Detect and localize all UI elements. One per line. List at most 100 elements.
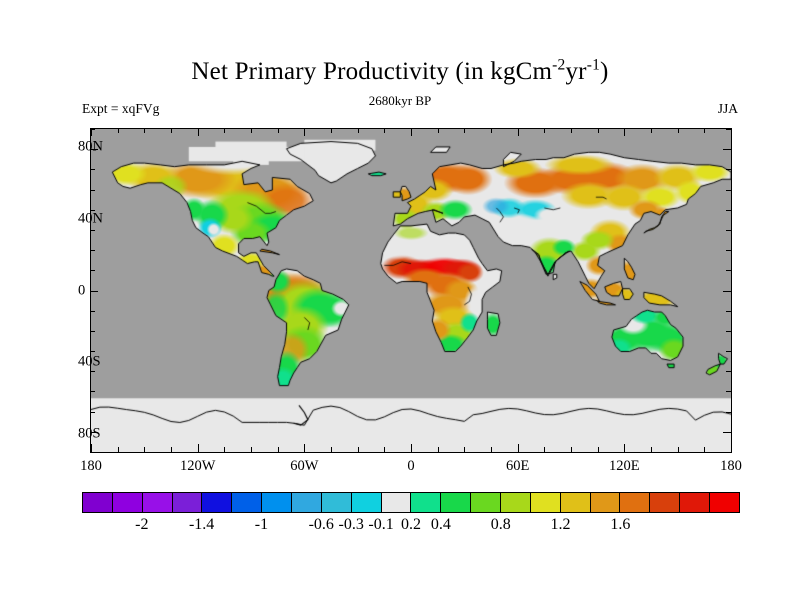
x-tick-bottom	[144, 447, 146, 452]
x-tick-bottom	[651, 447, 652, 452]
y-tick-right	[726, 452, 731, 453]
colorbar-swatch	[351, 493, 382, 512]
title-mid: yr	[565, 58, 587, 85]
colorbar-tick-label: 1.2	[550, 516, 571, 533]
page-title: Net Primary Productivity (in kgCm-2yr-1)	[0, 56, 800, 86]
y-tick-left	[90, 330, 95, 332]
colorbar-swatch	[202, 493, 233, 512]
x-tick-top	[171, 128, 172, 133]
y-tick-left	[90, 310, 95, 312]
title-suffix: )	[600, 58, 609, 85]
colorbar-tick-label: 1.6	[610, 516, 631, 533]
colorbar-swatch	[381, 493, 412, 512]
x-tick-bottom	[117, 447, 119, 452]
y-tick-left	[90, 209, 95, 211]
x-axis-label: 120E	[609, 458, 640, 474]
x-tick-top	[117, 128, 119, 133]
subtitle-time-period: 2680kyr BP	[368, 93, 432, 108]
x-tick-top	[144, 128, 146, 133]
colorbar-swatch	[83, 493, 113, 512]
title-exponent-area: -2	[552, 56, 566, 74]
x-tick-bottom	[731, 444, 732, 452]
colorbar-swatch	[292, 493, 322, 512]
x-axis-label: 60W	[290, 458, 319, 474]
y-tick-left	[90, 452, 95, 453]
y-tick-left	[90, 129, 95, 130]
x-tick-top	[651, 128, 652, 133]
y-tick-left	[90, 351, 95, 353]
title-prefix: Net Primary Productivity (in kgCm	[191, 58, 553, 85]
x-tick-top	[624, 128, 626, 136]
colorbar-swatch	[620, 493, 651, 512]
colorbar-tick-label: 0.2	[401, 516, 421, 533]
x-tick-bottom	[357, 447, 359, 452]
colorbar-tick-label: 0.8	[490, 516, 511, 533]
map-plot-area	[90, 128, 732, 453]
colorbar-swatch	[262, 493, 293, 512]
x-tick-top	[677, 128, 679, 133]
season-label: JJA	[717, 101, 738, 116]
x-tick-top	[597, 128, 599, 133]
colorbar-swatch	[232, 493, 263, 512]
y-tick-left	[90, 371, 95, 373]
x-tick-bottom	[571, 447, 572, 452]
x-tick-top	[731, 128, 732, 136]
x-tick-top	[224, 128, 226, 133]
x-axis-label: 180	[80, 458, 102, 474]
x-tick-top	[437, 128, 439, 133]
colorbar-tick-label: -1.4	[188, 516, 215, 533]
colorbar-tick-label: 0.4	[430, 516, 451, 533]
y-tick-right	[726, 411, 731, 413]
x-tick-top	[304, 128, 306, 136]
x-tick-bottom	[304, 444, 306, 452]
x-tick-bottom	[197, 444, 199, 452]
x-tick-bottom	[251, 447, 252, 452]
x-axis-label: 0	[407, 458, 415, 474]
x-tick-top	[464, 128, 466, 133]
colorbar-tick-label: -0.3	[338, 516, 364, 533]
x-tick-bottom	[411, 444, 412, 452]
y-tick-right	[726, 229, 731, 231]
title-exponent-time: -1	[586, 56, 601, 74]
x-tick-top	[517, 128, 519, 136]
x-tick-top	[331, 128, 332, 133]
x-tick-top	[571, 128, 572, 133]
x-tick-top	[704, 128, 706, 133]
x-tick-bottom	[597, 447, 599, 452]
colorbar-swatch	[650, 493, 681, 512]
x-tick-top	[491, 128, 492, 133]
x-tick-top	[197, 128, 199, 136]
y-tick-left	[90, 290, 98, 292]
colorbar-swatch	[710, 493, 739, 512]
y-tick-right	[726, 169, 731, 171]
x-tick-bottom	[331, 447, 332, 452]
colorbar-swatch	[321, 493, 352, 512]
x-tick-top	[277, 128, 279, 133]
y-tick-right	[726, 391, 731, 393]
x-tick-bottom	[464, 447, 466, 452]
colorbar-swatch	[142, 493, 173, 512]
x-axis-label: 120W	[179, 458, 216, 474]
x-tick-bottom	[277, 447, 279, 452]
colorbar-swatch	[680, 493, 711, 512]
y-tick-left	[90, 431, 98, 433]
x-tick-top	[251, 128, 252, 133]
y-tick-left	[90, 149, 98, 151]
y-tick-right	[726, 129, 731, 130]
npp-map-canvas	[91, 129, 731, 452]
y-tick-right	[726, 351, 731, 353]
colorbar-swatch	[590, 493, 621, 512]
y-tick-left	[90, 270, 95, 272]
x-tick-bottom	[384, 447, 386, 452]
y-tick-right	[726, 189, 731, 191]
x-tick-bottom	[544, 447, 546, 452]
colorbar-tick-label: -1	[254, 516, 269, 533]
x-tick-top	[357, 128, 359, 133]
y-tick-right	[726, 310, 731, 312]
x-tick-top	[91, 128, 92, 136]
y-tick-left	[90, 411, 95, 413]
y-tick-right	[726, 250, 731, 252]
y-tick-right	[726, 371, 731, 373]
x-tick-bottom	[677, 447, 679, 452]
